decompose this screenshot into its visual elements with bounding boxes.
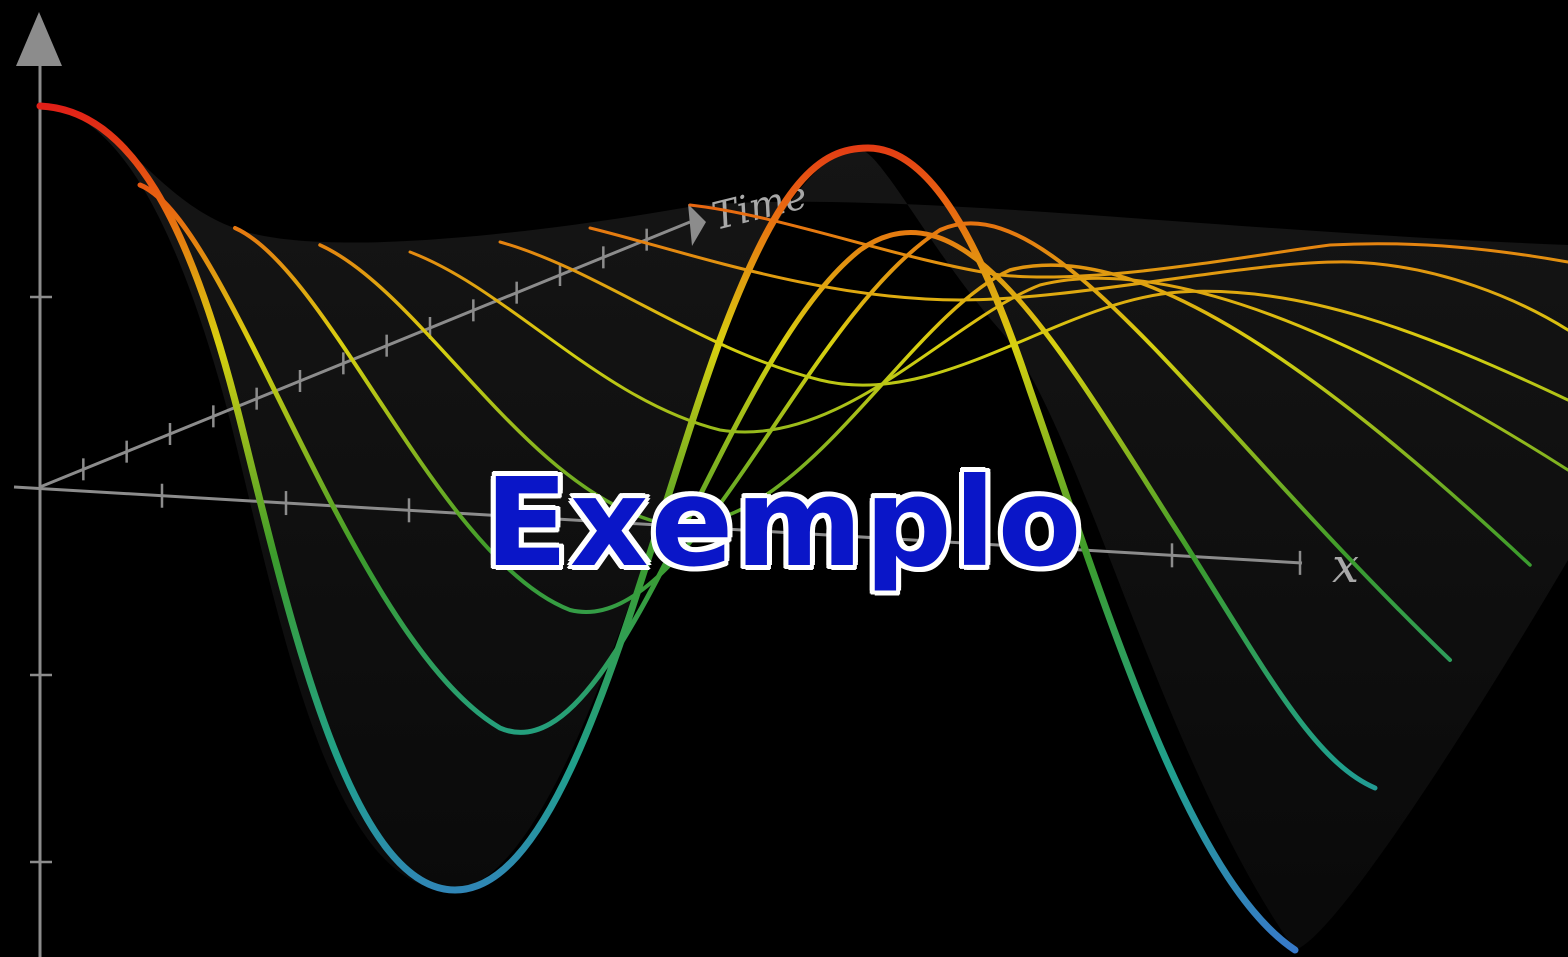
surface-sheet <box>38 105 1568 950</box>
time-axis <box>39 220 691 489</box>
wave-curves <box>36 102 1568 954</box>
vertical-axis-ticks <box>30 295 52 864</box>
wave-curve-t4 <box>318 243 1532 567</box>
time-axis-arrow-icon <box>688 204 706 246</box>
wave-curve-t5 <box>408 250 1568 472</box>
horizontal-axis-ticks <box>160 483 1302 575</box>
wave-curve-t2 <box>137 182 1378 791</box>
wave-curve-t8 <box>688 203 1568 279</box>
wave-curve-t7 <box>588 226 1568 332</box>
wave-curve-t1 <box>36 102 1299 954</box>
wave-curve-t3 <box>233 221 1452 662</box>
overlay-title: Exemplo <box>484 452 1084 594</box>
vertical-axis-arrow-icon <box>16 12 62 66</box>
